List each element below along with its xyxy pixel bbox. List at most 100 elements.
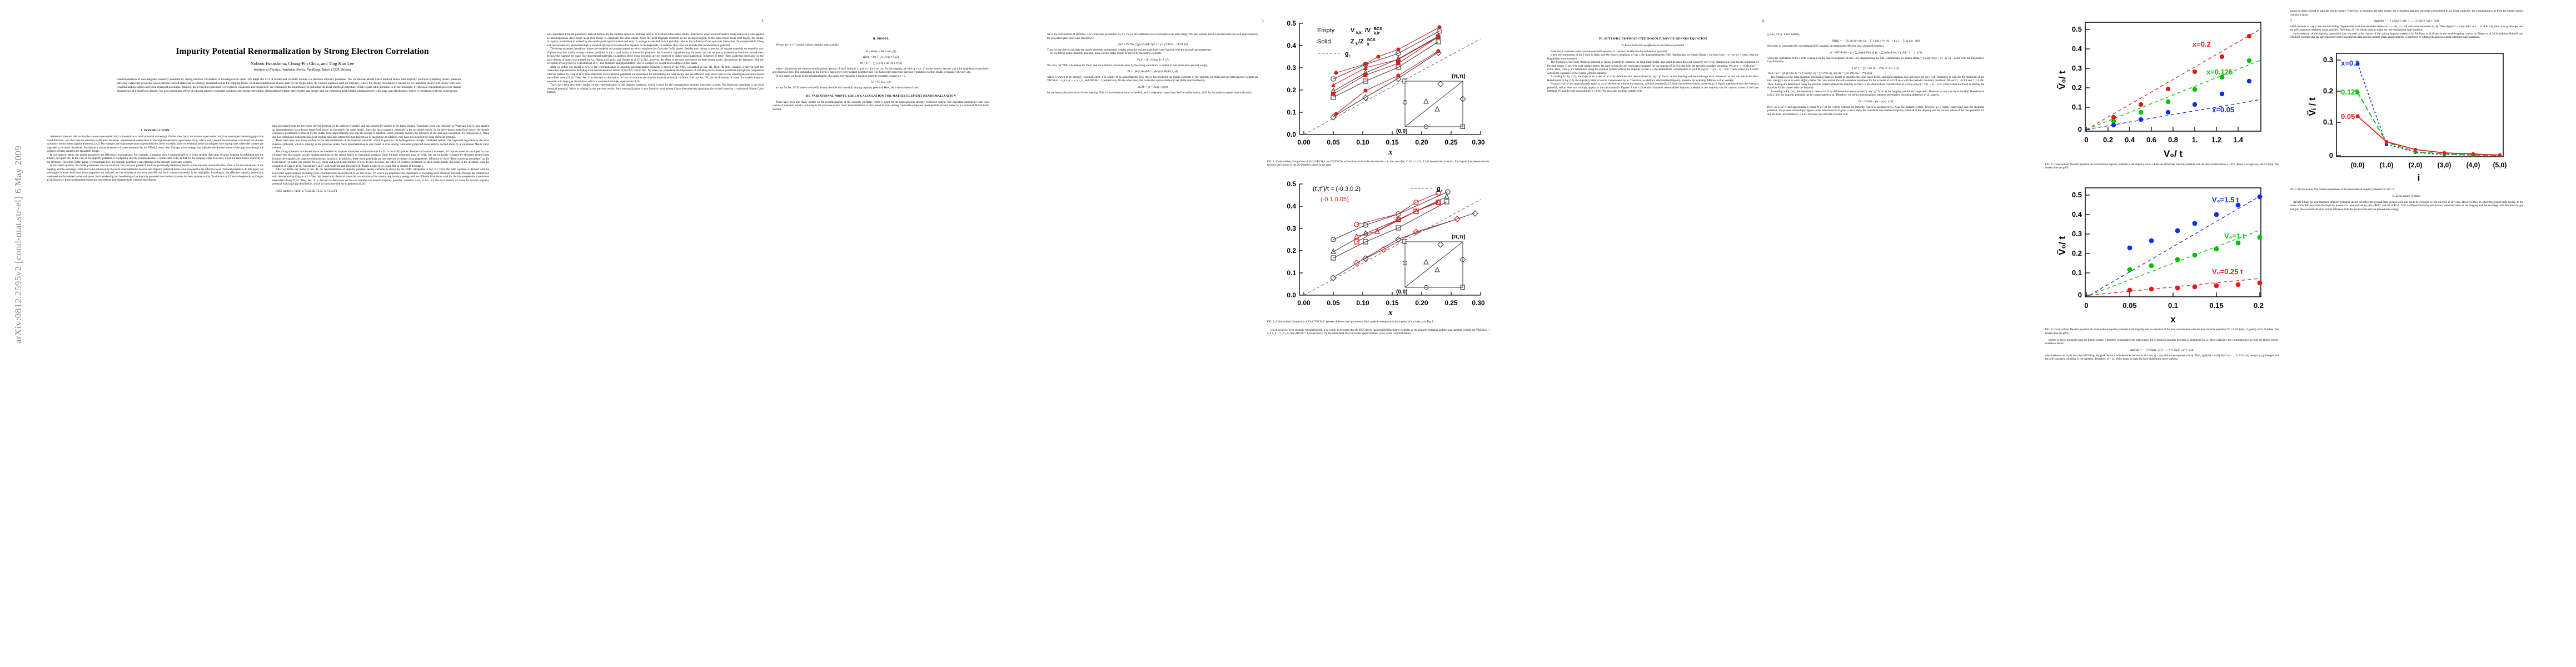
page-title: Impurity Potential Renormalization by St… [176,47,429,56]
equation-9: ZGAk = gt = 2x/(1+x) (9) [1138,85,1168,89]
page-1: Impurity Potential Renormalization by St… [33,0,500,667]
svg-text:0: 0 [2078,125,2082,133]
page3-column-1: Ne is the total number of electrons. The… [1047,33,1258,645]
svg-text:0.1: 0.1 [2072,268,2082,277]
abstract: Renormalization of non-magnetic impurity… [117,78,461,93]
svg-text:0.3: 0.3 [1287,225,1296,232]
page2-column-2: II. MODEL We use the t-t'-t''-J model wi… [773,33,989,645]
svg-text:k,k': k,k' [1374,32,1381,36]
svg-text:(-0.1,0.05): (-0.1,0.05) [1321,196,1349,203]
svg-text:(0,0): (0,0) [2351,161,2365,169]
svg-text:V₀=0.25 t: V₀=0.25 t [2212,267,2243,276]
figure-2: 0.5 0.4 0.3 0.2 0.1 0.0 0.00 0.05 0.10 0.15 0… [1267,175,1489,325]
paragraph: There have been also many studies on the… [547,84,764,94]
svg-text:x=0.2: x=0.2 [2193,40,2211,48]
section-heading-model: II. MODEL [873,37,889,41]
svg-text:V₀/ t: V₀/ t [2164,148,2183,159]
paragraph: According to Eq. (11), the expectation v… [1767,90,1984,97]
svg-text:0.05: 0.05 [1327,299,1340,307]
paragraph: which behaves as √xj/xi near the half fi… [2045,354,2279,361]
svg-text:i: i [2418,172,2420,183]
paragraph: In correlated systems, the model paramet… [47,165,263,182]
svg-text:(3,0): (3,0) [2438,161,2452,169]
svg-text:0.0: 0.0 [1287,291,1296,299]
paragraph: The strong scatterers introduced above a… [547,48,764,65]
svg-text:0.15: 0.15 [1386,299,1399,307]
equation-3: Ht = P ( − ∑ i,j,σ tij c†iσ cjσ ) P, (3) [860,62,902,66]
figure-4-caption: FIG. 4: (Color online) The dots represen… [2045,328,2279,335]
figure-1-caption: FIG. 1: (Color online) Comparison of Vk,… [1267,160,1489,167]
equation-6: |kσ⟩ ∝ P c†kσ [ ∑p (vp/up) c†p↑ c†−p↓ ]^… [1118,43,1188,46]
page5-column-2: prefers to move around to gain the kinet… [2290,10,2523,660]
svg-text:0.5: 0.5 [1287,19,1296,27]
page-3: 3 Ne is the total number of electrons. T… [1034,0,1501,667]
svg-text:0.2: 0.2 [2323,87,2333,95]
section-heading-bdg: IV. GUTZWILLER-PROJECTED BOGOLIUBOV-DE G… [1598,37,1707,41]
page1-column-1: I. INTRODUCTION Anderson's theorem tells… [47,125,263,659]
paragraph: tion, speculated from the previously der… [547,33,764,47]
page2-column-1: tion, speculated from the previously der… [547,33,764,645]
paragraph: There have been also many studies on the… [272,140,489,150]
equation-14: dgtij/dxi = − [ 1/(2xi(1+xj)) + ... ] √(… [2130,348,2194,352]
svg-text:0.15: 0.15 [1386,138,1399,146]
paragraph: which behaves as √xj/xi near the half fi… [2290,25,2523,32]
figure-4-plot: 0.5 0.4 0.3 0.2 0.1 0 0 0.05 0.1 0.15 0.2 [2056,187,2264,325]
svg-text:0.25: 0.25 [1444,138,1458,146]
svg-text:Ṽ₀/ t: Ṽ₀/ t [2056,71,2067,89]
svg-text:x=0.125: x=0.125 [2206,68,2233,76]
svg-text:0.05: 0.05 [2122,301,2136,310]
svg-text:0.4: 0.4 [2072,44,2082,53]
svg-text:0.4: 0.4 [1287,42,1296,49]
svg-text:V₀=1 t: V₀=1 t [2224,232,2245,240]
svg-text:0.05: 0.05 [2341,112,2355,121]
paragraph: where the summation of the J term is tak… [1547,54,1758,61]
svg-text:1.2: 1.2 [2211,136,2221,144]
equation-14-dup: dgtij/dxi = − [ 1/(2xi(1+xj)) + ... ] √(… [2374,19,2439,23]
svg-text:0.20: 0.20 [1415,138,1428,146]
paragraph: The fractions of the local chemical pote… [1767,76,1984,90]
paragraph: At half filling, the non-magnetic impuri… [2290,201,2523,211]
paragraph: In this paper, we focus on the renormali… [776,74,906,78]
svg-text:0.10: 0.10 [1356,299,1369,307]
svg-text:0.00: 0.00 [1297,138,1311,146]
svg-text:/V: /V [1365,27,1371,34]
svg-text:0.4: 0.4 [2125,136,2135,144]
figure-1-plot: 0.5 0.4 0.3 0.2 0.1 0.0 0.00 0.05 0.10 0.15 0… [1287,19,1485,157]
paragraph: which is known to be strongly renormaliz… [1047,76,1258,83]
affiliation: Institute of Physics, Academia Sinica, N… [253,68,351,72]
pacs-numbers: PACS numbers: 74.20.-z, 74.62.Dh, 74.72.… [276,190,337,193]
paragraph: Here, μi is μi=∞ and approximately equal… [1767,106,1984,116]
paragraph: We carry out VMC calculation for Vk,k', … [1047,64,1208,67]
svg-text:0.05: 0.05 [1327,138,1340,146]
paragraph: According to Eq. (11), the expectation v… [1547,76,1758,82]
svg-text:1.: 1. [2192,136,2198,144]
svg-text:Ṽ₀/ t: Ṽ₀/ t [2056,236,2067,255]
svg-text:g: g [1345,51,1349,57]
svg-text:x: x [1388,308,1393,317]
paragraph: The fractions of the local chemical pote… [1547,61,1758,75]
svg-text:0.6: 0.6 [2146,136,2156,144]
svg-text:0.2: 0.2 [2072,83,2082,92]
svg-text:0.00: 0.00 [1297,299,1311,307]
svg-text:0.2: 0.2 [2254,301,2264,310]
svg-text:1.4: 1.4 [2233,136,2244,144]
paragraph: After we define our model in Sec. II, th… [272,168,489,186]
svg-text:0.1: 0.1 [1287,269,1296,277]
paragraph: In correlated systems, the model paramet… [47,153,263,164]
figure-5-caption: FIG. 5: (Color online) The position depe… [2290,188,2395,192]
equation-10: HBdG = − ∑ij gtij tij c†iσ cjσ − ∑ ij (Δ… [1831,39,1920,43]
svg-text:BCS: BCS [1367,38,1376,42]
paragraph: After we define our model in Sec. II, th… [547,66,764,83]
svg-text:(0,0): (0,0) [1396,289,1408,295]
svg-text:0.4: 0.4 [2072,210,2082,218]
svg-text:BCS: BCS [1374,27,1382,31]
paragraph: for the renormalization factor for the h… [1047,91,1253,94]
svg-text:0.4: 0.4 [1287,202,1296,210]
paragraph: Such extension of the impurity potential… [2290,32,2523,39]
svg-text:(4,0): (4,0) [2467,161,2480,169]
arxiv-stamp: arXiv:0812.2595v2 [cond-mat.str-el] 6 Ma… [13,145,23,344]
section-heading-introduction: I. INTRODUCTION [141,129,170,132]
figure-3-plot: 0.5 0.4 0.3 0.2 0.1 0 0 0.2 0.4 0.6 0.8 1. 1.2 1… [2056,22,2261,159]
svg-text:/Z: /Z [1358,38,1364,45]
page4-column-1: IV. GUTZWILLER-PROJECTED BOGOLIUBOV-DE G… [1547,33,1758,645]
